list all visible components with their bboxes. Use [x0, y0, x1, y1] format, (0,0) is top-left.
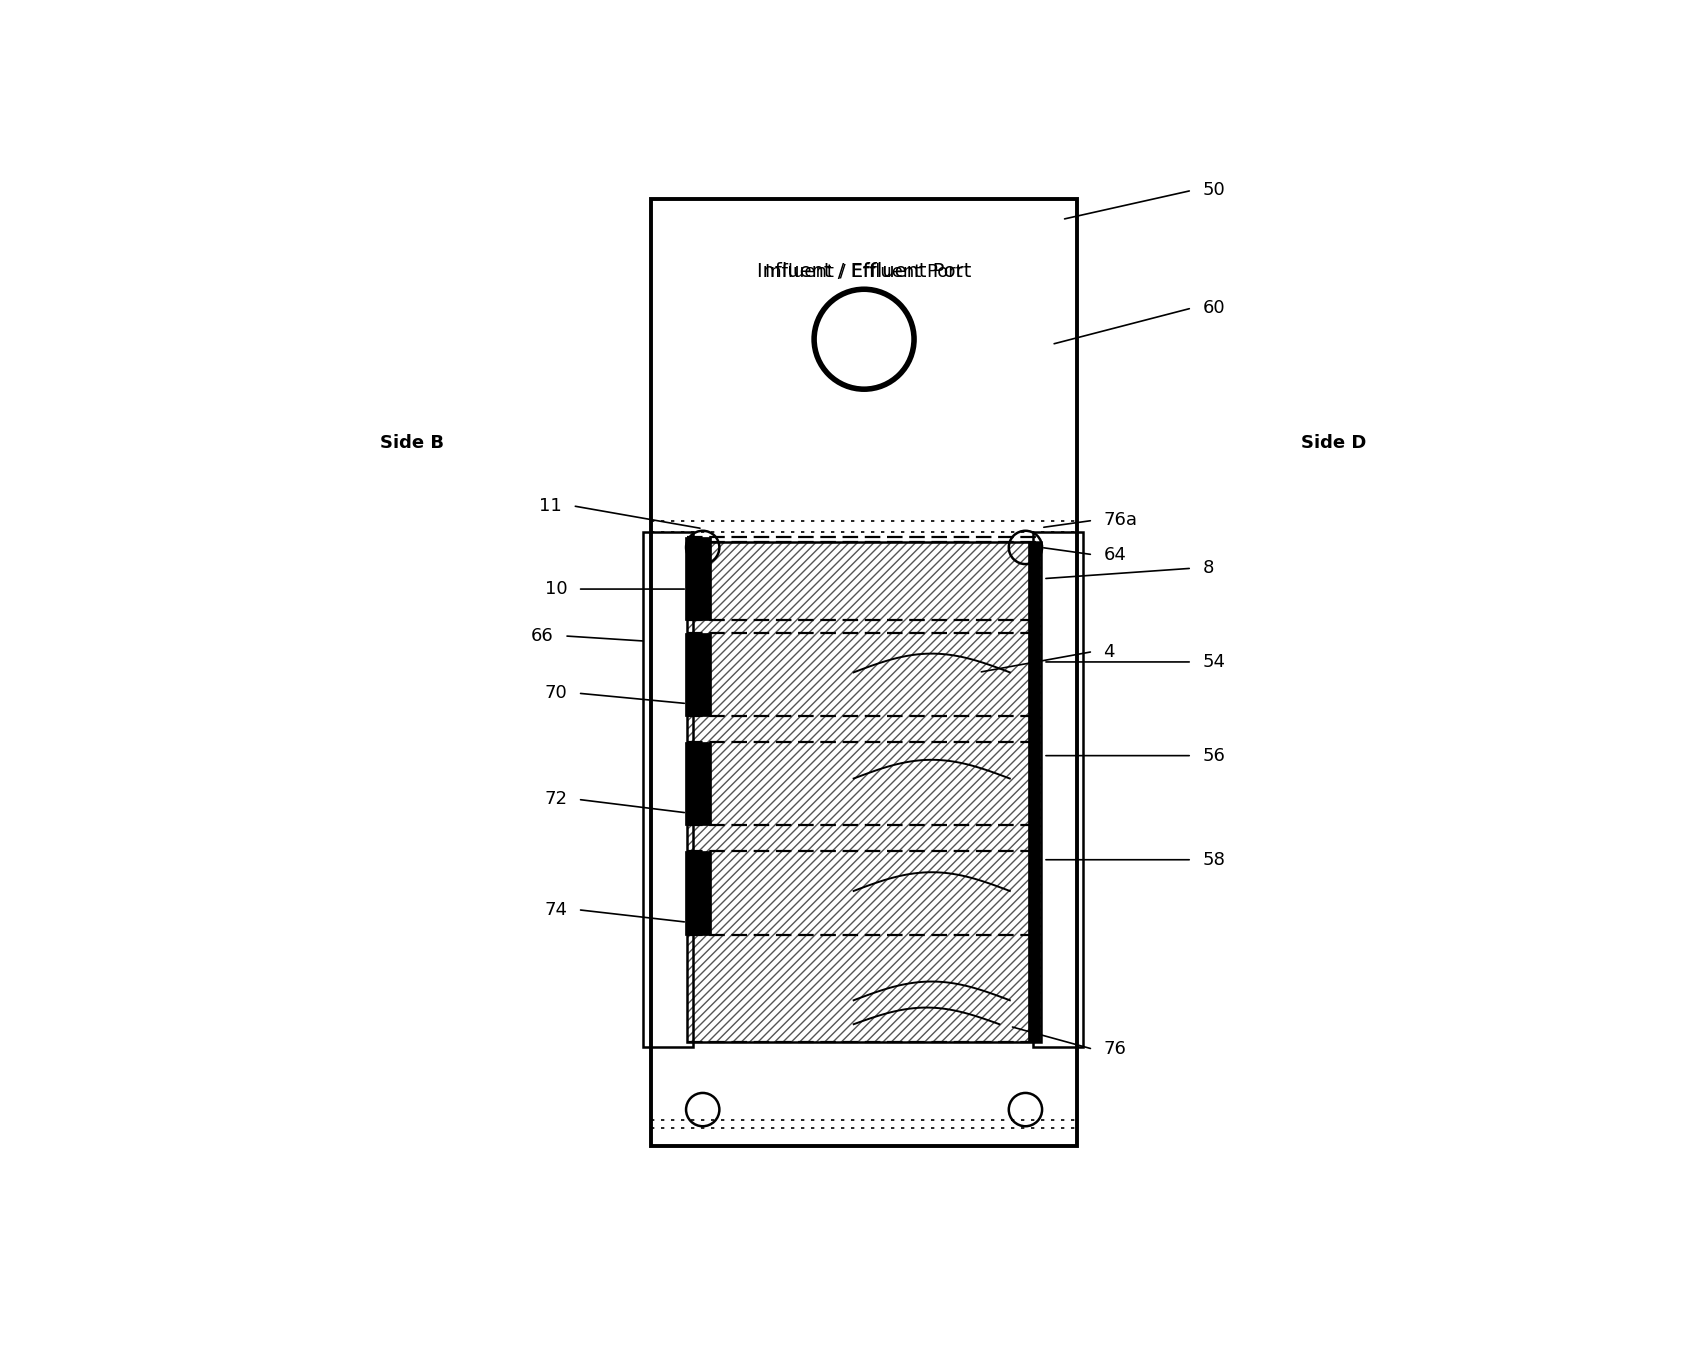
Text: 11: 11 [540, 496, 561, 515]
Text: 10: 10 [545, 580, 568, 598]
Text: 66: 66 [531, 627, 553, 645]
Bar [1027, 542, 1040, 1042]
Bar [688, 542, 1040, 1042]
Text: Influent / Effluent Port: Influent / Effluent Port [765, 262, 963, 281]
Text: Side D: Side D [1302, 434, 1367, 453]
Bar [685, 852, 711, 934]
Text: Influent / Effluent Port: Influent / Effluent Port [757, 262, 971, 281]
Text: 60: 60 [1202, 299, 1226, 316]
Bar [644, 531, 693, 1046]
Text: 4: 4 [1104, 642, 1114, 661]
Text: 64: 64 [1104, 546, 1126, 564]
Bar [651, 199, 1077, 1146]
Text: 54: 54 [1202, 653, 1226, 671]
Text: 50: 50 [1202, 181, 1226, 199]
Bar [688, 542, 1040, 1042]
Text: 70: 70 [545, 684, 568, 702]
Text: Side B: Side B [379, 434, 443, 453]
Bar [685, 742, 711, 825]
Text: 74: 74 [545, 900, 568, 919]
Bar [685, 537, 711, 621]
Bar [1034, 531, 1082, 1046]
Text: 58: 58 [1202, 850, 1226, 869]
Text: 76: 76 [1104, 1040, 1126, 1059]
Bar [685, 633, 711, 717]
Text: 76a: 76a [1104, 511, 1138, 530]
Text: 72: 72 [545, 791, 568, 808]
Text: 8: 8 [1202, 560, 1214, 577]
Text: 56: 56 [1202, 746, 1226, 765]
